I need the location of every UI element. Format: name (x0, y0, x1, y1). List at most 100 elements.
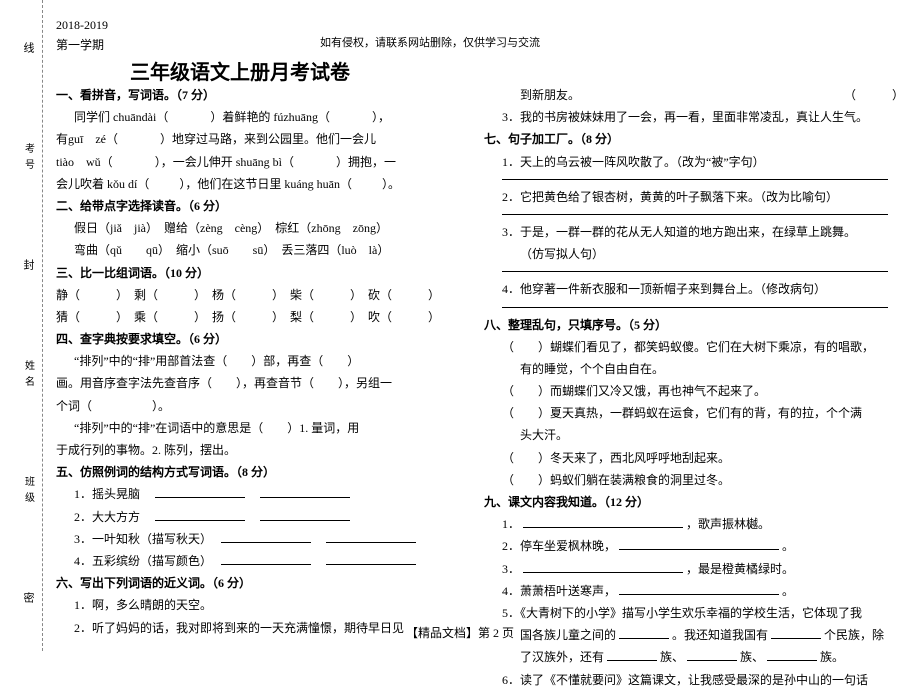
s5-line: 2．大大方方 (56, 506, 466, 528)
blank (523, 516, 683, 528)
left-column: 一、看拼音，写词语。（7 分） 同学们 chuāndài（ ）着鲜艳的 fúzh… (56, 84, 466, 691)
answer-line (502, 179, 888, 180)
answer-line (502, 271, 888, 272)
header-year: 2018-2019 (56, 18, 108, 33)
blank (326, 531, 416, 543)
text: 2．大大方方 (74, 510, 152, 524)
side-label: 班级 (21, 476, 36, 508)
content-columns: 一、看拼音，写词语。（7 分） 同学们 chuāndài（ ）着鲜艳的 fúzh… (56, 84, 906, 691)
text: 1．摇头晃脑 (74, 487, 152, 501)
s7-line: （仿写拟人句） (484, 243, 904, 265)
text: 。 (782, 584, 794, 598)
blank (221, 531, 311, 543)
s9-line: 4．萧萧梧叶送寒声， 。 (484, 580, 904, 602)
answer-line (502, 307, 888, 308)
s8-line: （ ）蚂蚁们躺在装满粮食的洞里过冬。 (484, 469, 904, 491)
text: 1． (502, 517, 520, 531)
text: 族、 (660, 650, 684, 664)
blank (326, 553, 416, 565)
side-binding-labels: 线 考号 封 姓名 班级 密 (8, 0, 48, 651)
s1-line: tiào wǔ（ ），一会儿伸开 shuāng bì（ ）拥抱，一 (56, 151, 466, 173)
section-9-title: 九、课文内容我知道。（12 分） (484, 491, 904, 513)
text: ），他们在这节日里 kuáng huān（ (179, 177, 352, 191)
text: 到新朋友。 (520, 88, 580, 102)
text: 了汉族外，还有 (520, 650, 604, 664)
section-6-title: 六、写出下列词语的近义词。（6 分） (56, 572, 466, 594)
text (116, 155, 152, 169)
s1-line: 同学们 chuāndài（ ）着鲜艳的 fúzhuāng（ ）， (56, 106, 466, 128)
side-label: 封 (20, 259, 36, 276)
section-3-title: 三、比一比组词语。（10 分） (56, 262, 466, 284)
s9-line: 2．停车坐爱枫林晚， 。 (484, 535, 904, 557)
s7-line: 3．于是，一群一群的花从无人知道的地方跑出来，在绿草上跳舞。 (484, 221, 904, 243)
text: 会儿吹着 kǒu dí（ (56, 177, 149, 191)
blank (687, 649, 737, 661)
text: ）着鲜艳的 fúzhuāng（ (210, 110, 330, 124)
text: ），一会儿伸开 shuāng bì（ (155, 155, 294, 169)
s7-line: 4．他穿著一件新衣服和一顶新帽子来到舞台上。（修改病句） (484, 278, 904, 300)
answer-line (502, 214, 888, 215)
s8-line: （ ）而蝴蝶们又冷又饿，再也神气不起来了。 (484, 380, 904, 402)
text: 族。 (820, 650, 844, 664)
s8-line: （ ）蝴蝶们看见了，都笑蚂蚁傻。它们在大树下乘凉，有的唱歌， (484, 336, 904, 358)
header-term: 第一学期 (56, 36, 104, 53)
section-5-title: 五、仿照例词的结构方式写词语。（8 分） (56, 461, 466, 483)
right-column: 到新朋友。 （ ） 3．我的书房被妹妹用了一会，再一看，里面非常凌乱，真让人生气… (484, 84, 904, 691)
s4-line: 于成行列的事物。2. 陈列，摆出。 (56, 439, 466, 461)
text: 3． (502, 562, 520, 576)
s1-line: 有guī zé（ ）地穿过马路，来到公园里。他们一会儿 (56, 128, 466, 150)
s5-line: 4．五彩缤纷（描写颜色） (56, 550, 466, 572)
s7-line: 2．它把黄色给了银杏树，黄黄的叶子飘落下来。（改为比喻句） (484, 186, 904, 208)
text (152, 177, 176, 191)
blank (767, 649, 817, 661)
text: 有guī zé（ (56, 132, 118, 146)
s3-line: 静（ ） 剩（ ） 杨（ ） 柴（ ） 砍（ ） (56, 284, 466, 306)
text: 同学们 chuāndài（ (74, 110, 168, 124)
text (355, 177, 379, 191)
text: 2．停车坐爱枫林晚， (502, 539, 616, 553)
blank (221, 553, 311, 565)
section-8-title: 八、整理乱句，只填序号。（5 分） (484, 314, 904, 336)
text (333, 110, 369, 124)
s8-line: 头大汗。 (484, 424, 904, 446)
paren-blank: （ ） (844, 84, 904, 106)
text: tiào wǔ（ (56, 155, 113, 169)
text: ）。 (382, 177, 400, 191)
text: ，最是橙黄橘绿时。 (686, 562, 794, 576)
s5-line: 3．一叶知秋（描写秋天） (56, 528, 466, 550)
text: ）地穿过马路，来到公园里。他们一会儿 (160, 132, 376, 146)
s2-line: 弯曲（qǔ qū） 缩小（suō sū） 丢三落四（luò là） (56, 239, 466, 261)
page-title: 三年级语文上册月考试卷 (130, 56, 350, 85)
text: ，歌声振林樾。 (686, 517, 770, 531)
s5-line: 1．摇头晃脑 (56, 483, 466, 505)
page-footer: 【精品文档】第 2 页 (0, 624, 920, 641)
s3-line: 猜（ ） 乘（ ） 扬（ ） 梨（ ） 吹（ ） (56, 306, 466, 328)
s4-line: 个词（ ）。 (56, 395, 466, 417)
header-notice: 如有侵权，请联系网站删除，仅供学习与交流 (320, 34, 540, 50)
s9-line: 1． ，歌声振林樾。 (484, 513, 904, 535)
blank (619, 538, 779, 550)
blank (619, 583, 779, 595)
s9-line: 3． ，最是橙黄橘绿时。 (484, 558, 904, 580)
text: 族、 (740, 650, 764, 664)
section-7-title: 七、句子加工厂。（8 分） (484, 128, 904, 150)
s9-line: 5．《大青树下的小学》描写小学生欢乐幸福的学校生活，它体现了我 (484, 602, 904, 624)
text: ）， (372, 110, 390, 124)
text: 4．五彩缤纷（描写颜色） (74, 554, 218, 568)
s9-line: 6．读了《不懂就要问》这篇课文，让我感受最深的是孙中山的一句话 (484, 669, 904, 691)
s1-line: 会儿吹着 kǒu dí（ ），他们在这节日里 kuáng huān（ ）。 (56, 173, 466, 195)
blank (607, 649, 657, 661)
blank (155, 509, 245, 521)
r0-line: 到新朋友。 （ ） (484, 84, 904, 106)
text: 4．萧萧梧叶送寒声， (502, 584, 616, 598)
side-label: 姓名 (21, 360, 36, 392)
s4-line: “排列”中的“排”用部首法查（ ）部，再查（ ） (56, 350, 466, 372)
text (121, 132, 157, 146)
s9-line: 了汉族外，还有 族、 族、 族。 (484, 646, 904, 668)
s4-line: “排列”中的“排”在词语中的意思是（ ）1. 量词，用 (56, 417, 466, 439)
blank (155, 486, 245, 498)
text: ）拥抱，一 (336, 155, 396, 169)
s4-line: 画。用音序查字法先查音序（ ），再查音节（ ），另组一 (56, 372, 466, 394)
side-label: 考号 (21, 143, 36, 175)
blank (523, 561, 683, 573)
